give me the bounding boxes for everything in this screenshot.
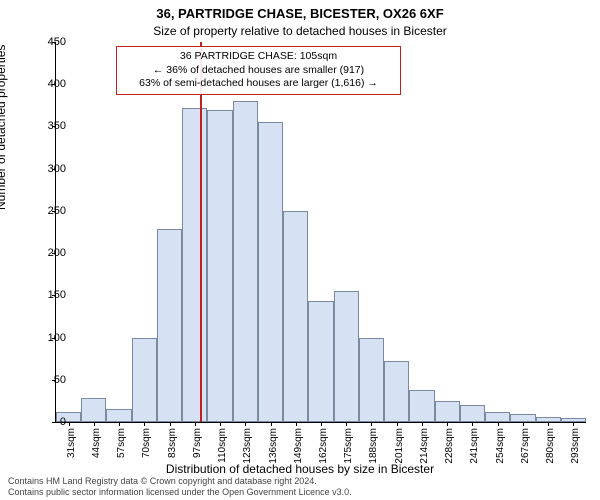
y-tick-label: 50 — [20, 374, 66, 386]
y-tick-label: 150 — [20, 289, 66, 301]
footer-line-2: Contains public sector information licen… — [8, 487, 352, 498]
x-tick-label: 83sqm — [167, 428, 178, 468]
x-tick-label: 149sqm — [293, 428, 304, 468]
footer-attribution: Contains HM Land Registry data © Crown c… — [8, 476, 352, 498]
histogram-bar — [157, 229, 182, 422]
y-tick-label: 300 — [20, 163, 66, 175]
x-tick-label: 162sqm — [318, 428, 329, 468]
annotation-line: ← 36% of detached houses are smaller (91… — [123, 64, 394, 78]
annotation-line: 36 PARTRIDGE CHASE: 105sqm — [123, 50, 394, 64]
x-tick-label: 188sqm — [368, 428, 379, 468]
histogram-bar — [233, 101, 258, 422]
chart-area: 36 PARTRIDGE CHASE: 105sqm← 36% of detac… — [55, 42, 586, 423]
histogram-bar — [359, 338, 384, 422]
y-tick-label: 400 — [20, 78, 66, 90]
x-tick-label: 228sqm — [444, 428, 455, 468]
histogram-bar — [435, 401, 460, 422]
histogram-bar — [510, 414, 535, 422]
histogram-bar — [485, 412, 510, 422]
histogram-bar — [258, 122, 283, 422]
y-tick-label: 450 — [20, 36, 66, 48]
histogram-bar — [334, 291, 359, 422]
x-tick-label: 136sqm — [268, 428, 279, 468]
y-tick-label: 0 — [20, 416, 66, 428]
histogram-bar — [207, 110, 232, 422]
x-tick-label: 267sqm — [520, 428, 531, 468]
x-tick-label: 201sqm — [394, 428, 405, 468]
histogram-bar — [81, 398, 106, 422]
x-tick-label: 31sqm — [66, 428, 77, 468]
page-title-2: Size of property relative to detached ho… — [0, 24, 600, 38]
y-axis-label: Number of detached properties — [0, 45, 8, 210]
y-tick-label: 200 — [20, 247, 66, 259]
footer-line-1: Contains HM Land Registry data © Crown c… — [8, 476, 352, 487]
y-tick-label: 250 — [20, 205, 66, 217]
y-tick-label: 350 — [20, 120, 66, 132]
histogram-bar — [384, 361, 409, 422]
histogram-bar — [308, 301, 333, 422]
x-tick-label: 123sqm — [242, 428, 253, 468]
x-tick-label: 57sqm — [116, 428, 127, 468]
x-tick-label: 241sqm — [469, 428, 480, 468]
histogram-bar — [409, 390, 434, 422]
x-tick-label: 254sqm — [495, 428, 506, 468]
histogram-bar — [182, 108, 207, 422]
reference-line — [200, 42, 202, 422]
histogram-bar — [132, 338, 157, 422]
page-title-1: 36, PARTRIDGE CHASE, BICESTER, OX26 6XF — [0, 6, 600, 21]
x-tick-label: 70sqm — [141, 428, 152, 468]
histogram-bar — [283, 211, 308, 422]
x-tick-label: 280sqm — [545, 428, 556, 468]
annotation-line: 63% of semi-detached houses are larger (… — [123, 77, 394, 91]
x-tick-label: 214sqm — [419, 428, 430, 468]
annotation-box: 36 PARTRIDGE CHASE: 105sqm← 36% of detac… — [116, 46, 401, 95]
y-tick-label: 100 — [20, 332, 66, 344]
x-tick-label: 110sqm — [217, 428, 228, 468]
histogram-bar — [106, 409, 131, 422]
x-tick-label: 97sqm — [192, 428, 203, 468]
x-tick-label: 44sqm — [91, 428, 102, 468]
x-tick-label: 175sqm — [343, 428, 354, 468]
x-tick-label: 293sqm — [570, 428, 581, 468]
histogram-bar — [460, 405, 485, 422]
